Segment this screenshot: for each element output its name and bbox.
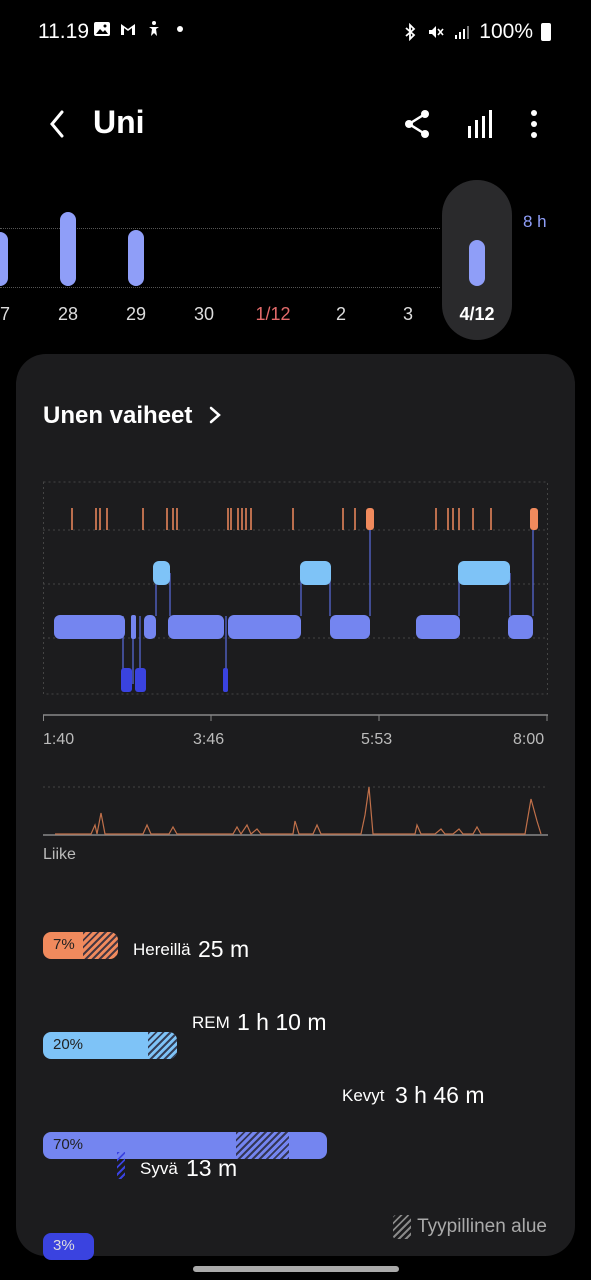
awake-pct-bar: 7% [43,932,118,959]
dotted-line-top [0,228,440,229]
hours-label: 8 h [523,212,547,231]
stats-icon[interactable] [460,104,500,144]
page-title: Uni [93,104,145,140]
hypnogram-chart [43,481,548,721]
awake-value: 25 m [198,936,250,962]
back-icon[interactable] [40,104,80,144]
day-label[interactable]: 7 [0,304,10,324]
awake-name: Hereillä [133,940,191,959]
gallery-icon [94,22,110,36]
time-label: 1:40 [43,731,75,748]
sleep-stages-card [16,354,575,1256]
time-label: 3:46 [193,731,225,748]
card-title[interactable]: Unen vaiheet [43,402,193,429]
awake-ticks [71,508,492,530]
dotted-line-bottom [0,287,440,288]
battery-text: 100% [479,20,533,43]
day-label[interactable]: 29 [125,304,147,324]
deep-sleep-blocks [121,668,228,692]
share-icon[interactable] [397,104,437,144]
rem-pct: 20% [53,1036,84,1053]
day-label-selected[interactable]: 4/12 [459,304,495,324]
status-right: 100% [401,20,551,44]
more-icon[interactable] [514,104,554,144]
signal-icon [455,26,470,39]
day-label[interactable]: 28 [57,304,79,324]
deep-pct: 3% [53,1237,75,1254]
day-label[interactable]: 30 [193,304,215,324]
day-bar[interactable] [60,212,76,286]
mute-icon [429,26,444,38]
gesture-nav-handle[interactable] [193,1266,399,1272]
gmail-icon [121,24,135,35]
day-bar[interactable] [128,230,144,286]
light-sleep-blocks [54,615,533,639]
deep-name: Syvä [140,1159,178,1178]
light-pct-bar: 70% [43,1132,327,1159]
day-bar-selected[interactable] [469,240,485,286]
light-value: 3 h 46 m [395,1082,485,1108]
movement-chart [43,786,548,836]
typical-range-legend: Tyypillinen alue [393,1215,547,1239]
battery-icon [541,23,551,41]
accessibility-icon [149,21,159,36]
rem-name: REM [192,1013,230,1032]
rem-pct-bar: 20% [43,1032,177,1059]
day-bar[interactable] [0,232,8,286]
bluetooth-icon [405,23,416,41]
chevron-right-icon[interactable] [205,404,225,426]
typical-range-label: Tyypillinen alue [417,1216,547,1237]
day-label[interactable]: 1/12 [255,304,291,324]
hatch-swatch-icon [393,1215,412,1239]
rem-blocks [153,561,510,585]
light-pct: 70% [53,1136,84,1153]
awake-pct: 7% [53,936,75,953]
time-label: 8:00 [513,731,545,748]
deep-typical-hatch [117,1152,125,1179]
dot-icon [177,26,183,32]
day-label[interactable]: 3 [402,304,413,324]
rem-value: 1 h 10 m [237,1009,327,1035]
day-label[interactable]: 2 [335,304,346,324]
status-icons-left [93,20,189,38]
status-time: 11.19 [38,20,89,43]
movement-label: Liike [43,846,76,863]
deep-value: 13 m [186,1155,238,1181]
deep-pct-bar: 3% [43,1233,94,1260]
light-name: Kevyt [342,1086,385,1105]
time-label: 5:53 [361,731,393,748]
